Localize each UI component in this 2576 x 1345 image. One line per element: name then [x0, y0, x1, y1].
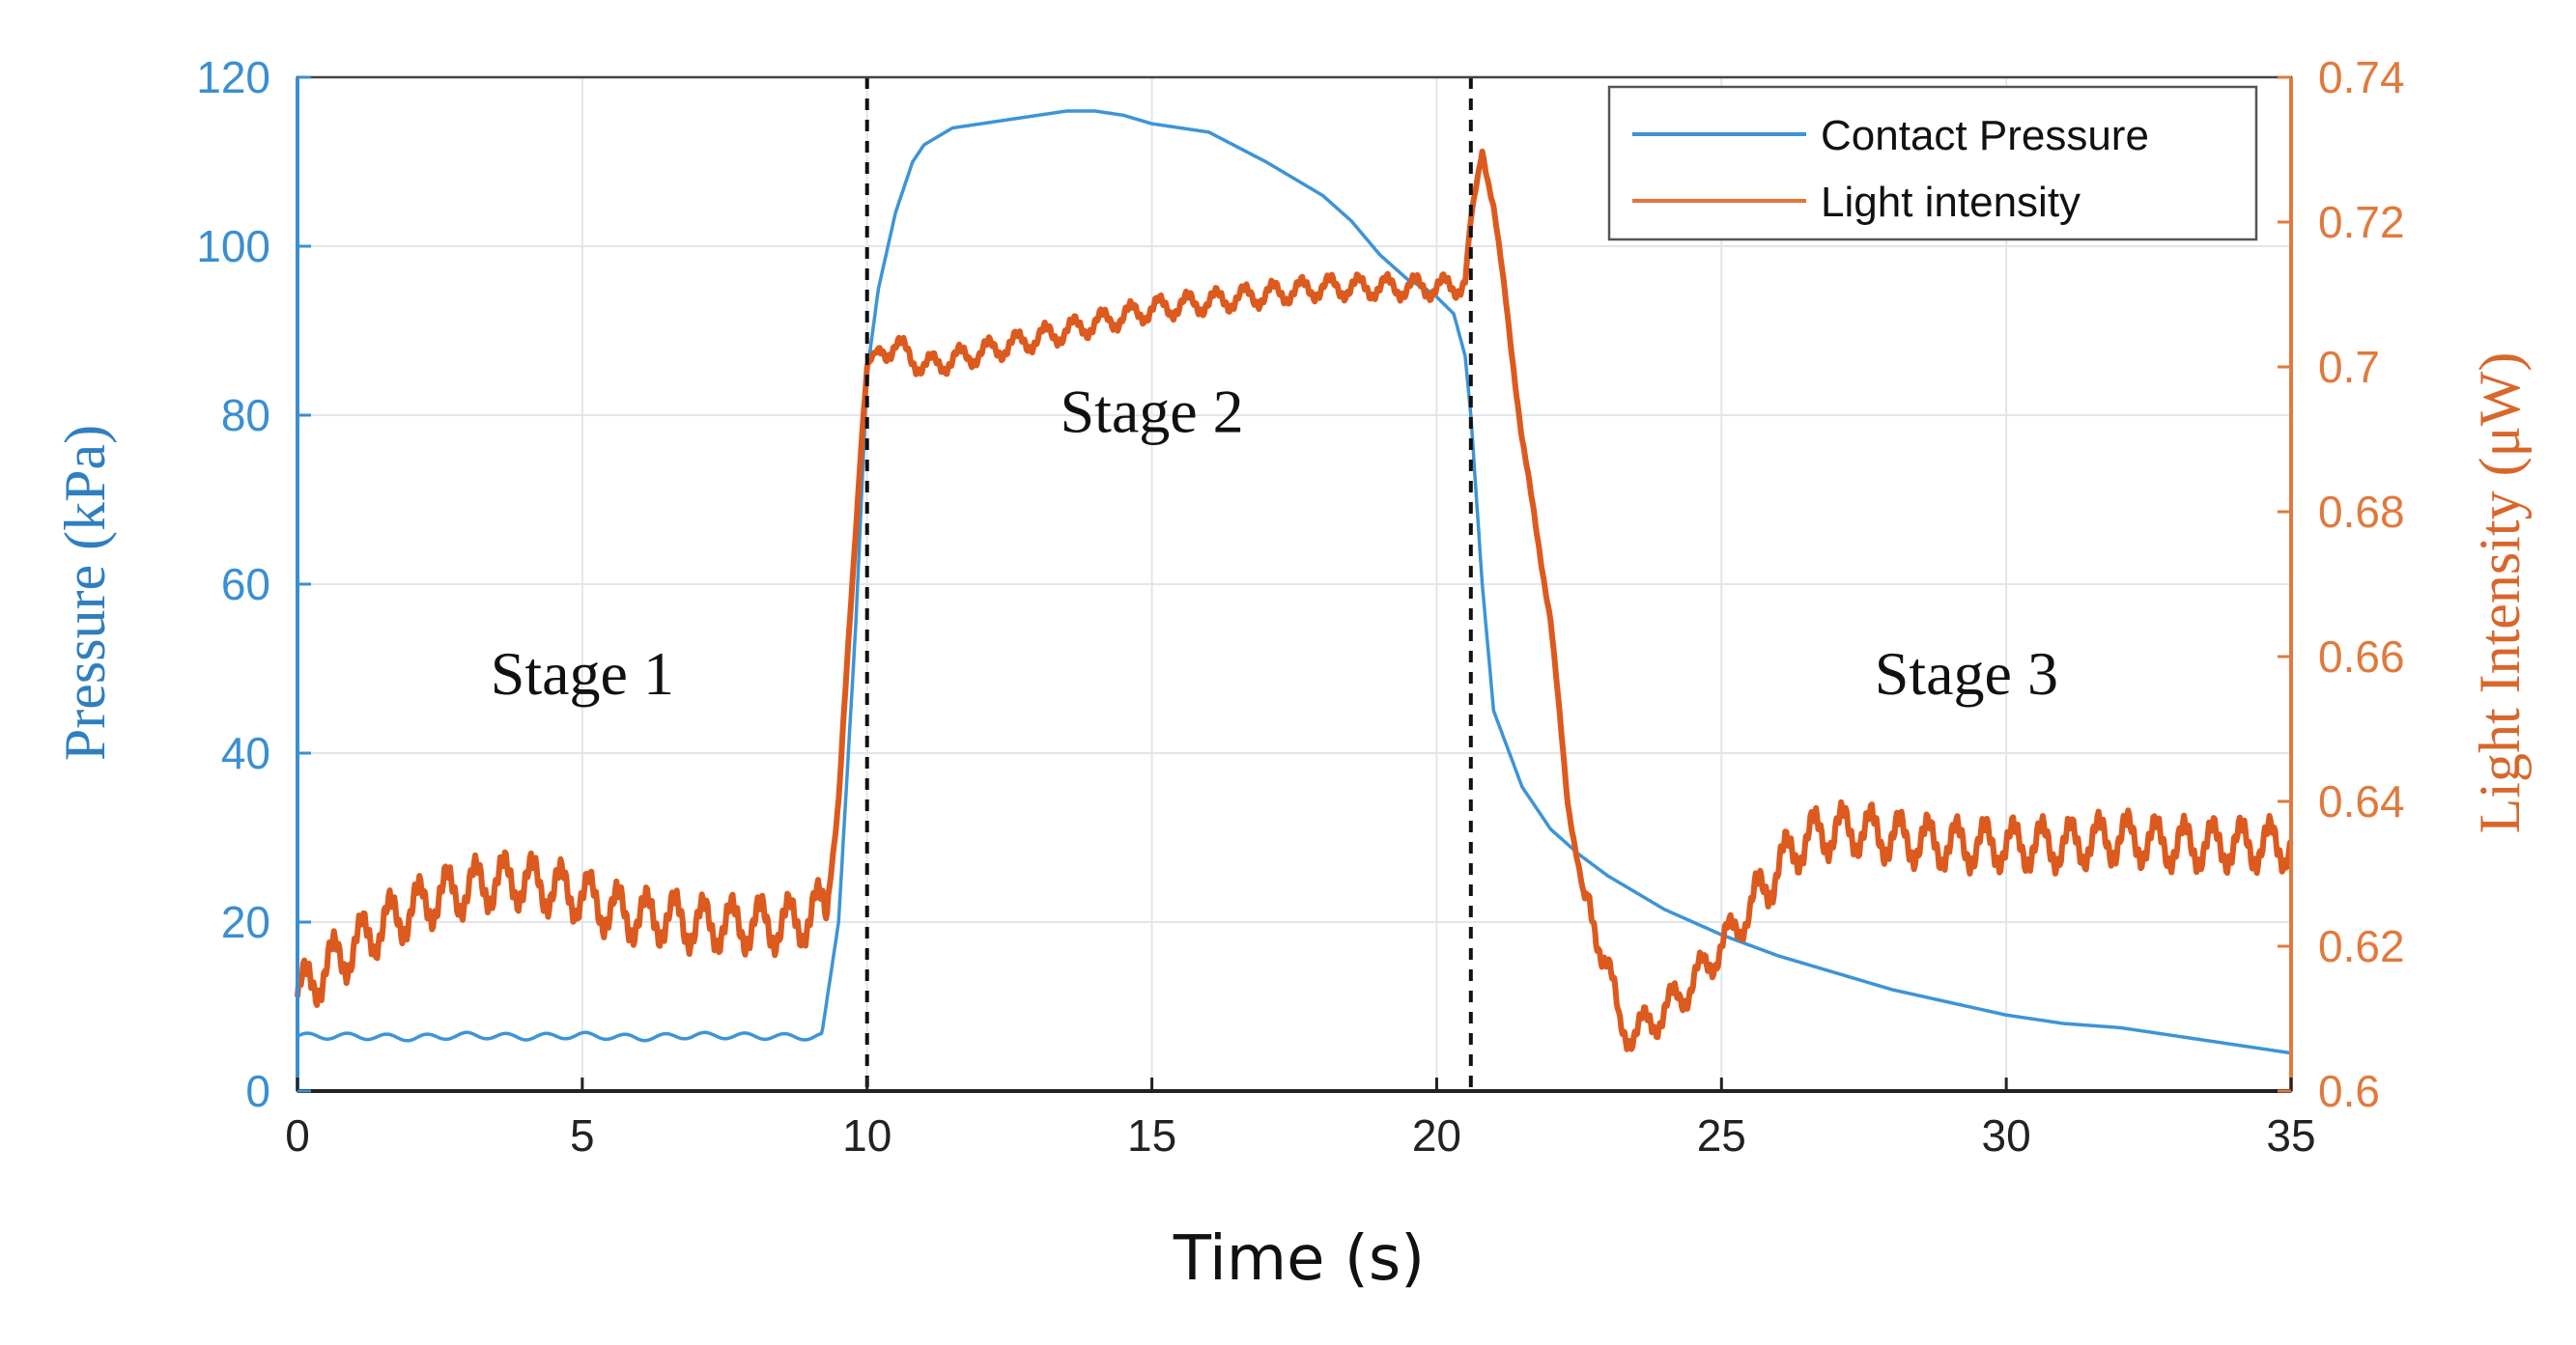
- left-y-tick-label: 20: [221, 897, 270, 947]
- x-tick-label: 5: [570, 1110, 595, 1161]
- right-y-tick-label: 0.6: [2318, 1066, 2380, 1116]
- x-tick-label: 25: [1697, 1110, 1746, 1161]
- right-y-tick-label: 0.62: [2318, 921, 2405, 971]
- right-y-axis-title: Light Intensity (μW): [2468, 352, 2532, 834]
- x-tick-label: 35: [2266, 1110, 2315, 1161]
- left-y-axis-title: Pressure (kPa): [53, 425, 117, 761]
- legend-box: [1607, 85, 2258, 241]
- x-tick-label: 30: [1982, 1110, 2031, 1161]
- left-y-tick-label: 40: [221, 728, 270, 778]
- stage-2-label: Stage 2: [1060, 378, 1243, 446]
- legend-label-contact-pressure: Contact Pressure: [1821, 112, 2149, 159]
- stage-3-label: Stage 3: [1875, 639, 2058, 708]
- right-y-tick-label: 0.72: [2318, 197, 2405, 247]
- left-y-tick-label: 0: [245, 1066, 270, 1116]
- stage-1-label: Stage 1: [491, 639, 674, 708]
- x-tick-label: 10: [842, 1110, 892, 1161]
- right-y-tick-label: 0.74: [2318, 52, 2405, 102]
- right-y-tick-label: 0.64: [2318, 776, 2405, 827]
- tick-marks: [296, 75, 2293, 1093]
- legend: Contact Pressure Light intensity: [1607, 85, 2258, 241]
- series-line-contact-pressure: [297, 109, 2292, 1055]
- left-y-tick-label: 60: [221, 559, 270, 609]
- right-y-tick-label: 0.7: [2318, 342, 2380, 392]
- x-axis-title: Time (s): [1173, 1223, 1425, 1295]
- left-y-tick-label: 80: [221, 390, 270, 440]
- left-y-tick-label: 120: [196, 52, 270, 102]
- x-tick-label: 15: [1127, 1110, 1176, 1161]
- legend-label-light-intensity: Light intensity: [1821, 179, 2081, 226]
- right-y-tick-label: 0.66: [2318, 631, 2405, 682]
- x-tick-label: 20: [1412, 1110, 1461, 1161]
- x-tick-label: 0: [285, 1110, 310, 1161]
- tick-labels: 0 5 10 15 20 25 30 35 0 20 40 60 80 100 120 0.6 0.62 0.64…: [196, 52, 2404, 1161]
- left-y-tick-label: 100: [196, 221, 270, 271]
- right-y-tick-label: 0.68: [2318, 487, 2405, 537]
- series-line-light-intensity: [295, 148, 2294, 1052]
